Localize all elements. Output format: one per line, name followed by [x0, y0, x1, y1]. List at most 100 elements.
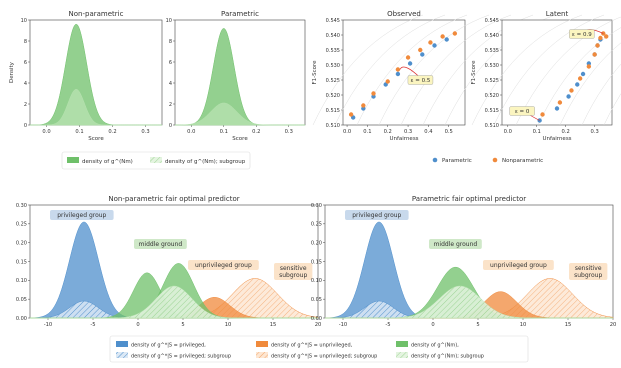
- chart-title: Parametric: [221, 10, 259, 18]
- y-tick-label: 0.10: [16, 278, 27, 284]
- chart-title: Non-parametric: [69, 10, 124, 18]
- x-tick-label: 15: [565, 322, 572, 328]
- x-tick-label: 10: [225, 322, 232, 328]
- parametric-point: [420, 52, 425, 57]
- legend-marker-nonparametric: [492, 157, 498, 163]
- group-label-middle-bg: [429, 239, 482, 249]
- x-tick-label: 20: [610, 322, 617, 328]
- group-label-middle-bg: [134, 239, 187, 249]
- chart-title: Latent: [546, 10, 569, 18]
- nonparametric-point: [604, 34, 609, 39]
- x-tick-label: 0: [136, 322, 139, 328]
- contour-line: [334, 14, 446, 126]
- x-axis-label: Score: [232, 136, 248, 142]
- y-tick-label: 0.30: [311, 203, 322, 209]
- nonparametric-point: [592, 52, 597, 57]
- contour-line: [559, 42, 621, 126]
- legend-swatch: [396, 341, 408, 347]
- parametric-point: [575, 82, 580, 87]
- x-tick-label: 5: [476, 322, 479, 328]
- y-tick-label: 0.05: [16, 297, 27, 303]
- density-area-1: [30, 89, 162, 126]
- legend-swatch: [116, 352, 128, 358]
- group-label-unprivileged-bg: [483, 260, 554, 270]
- group-label-privileged-bg: [345, 210, 409, 220]
- y-tick-label: 0.535: [326, 48, 340, 54]
- y-tick-label: 0.545: [485, 18, 499, 24]
- y-tick-label: 0.515: [326, 108, 340, 114]
- parametric-point: [580, 71, 586, 77]
- nonparametric-point: [440, 34, 445, 39]
- y-tick-label: 4: [169, 81, 172, 87]
- parametric-point: [444, 37, 449, 42]
- legend-swatch-density: [67, 157, 79, 163]
- y-tick-label: 0.520: [326, 93, 340, 99]
- nonparametric-point: [418, 47, 423, 53]
- legend-label-nonparametric: Nonparametric: [502, 158, 543, 164]
- group-label-privileged: privileged group: [57, 212, 106, 219]
- nonparametric-point: [385, 79, 390, 84]
- y-tick-label: 0.535: [485, 48, 499, 54]
- y-tick-label: 10: [166, 18, 172, 24]
- legend-label-density-subgroup: density of g^(Nm); subgroup: [165, 159, 246, 165]
- x-tick-label: 0.3: [285, 129, 293, 135]
- x-tick-label: 0.2: [252, 129, 260, 135]
- chart-title: Non-parametric fair optimal predictor: [108, 195, 239, 203]
- y-tick-label: 0.15: [311, 259, 322, 265]
- parametric-point: [407, 61, 413, 66]
- y-tick-label: 0.520: [485, 93, 499, 99]
- y-tick-label: 0.530: [485, 63, 499, 69]
- legend-swatch: [256, 352, 268, 358]
- chart-title: Parametric fair optimal predictor: [412, 195, 526, 203]
- contour-line: [515, 16, 621, 126]
- x-tick-label: 0.3: [141, 129, 149, 135]
- density-area-6: [30, 285, 318, 319]
- x-tick-label: 0.0: [42, 129, 50, 135]
- x-tick-label: 0.0: [187, 129, 195, 135]
- y-tick-label: 2: [24, 102, 27, 108]
- y-tick-label: 0.540: [326, 33, 340, 39]
- parametric-point: [554, 106, 560, 111]
- y-axis-label: F1-Score: [471, 60, 477, 85]
- y-tick-label: 0.15: [16, 259, 27, 265]
- nonparametric-point: [586, 64, 592, 69]
- x-tick-label: -10: [44, 322, 52, 328]
- parametric-point: [566, 94, 571, 99]
- x-tick-label: 0.4: [424, 129, 433, 135]
- legend-label: density of g^*|S = privileged; subgroup: [131, 354, 231, 360]
- contour-line: [378, 14, 490, 126]
- latent-tradeoff-chart: Latent 0.0 0.1 0.2 0.3 0.510 0.515 0.520 0.525 0.…: [471, 10, 621, 142]
- x-axis-label: Unfairness: [542, 136, 571, 142]
- legend-label: density of g^(Nm),: [411, 343, 459, 349]
- x-tick-label: 0.3: [591, 129, 599, 135]
- y-tick-label: 0.540: [485, 33, 499, 39]
- y-tick-label: 0.00: [311, 316, 322, 322]
- density-area-5: [325, 285, 613, 319]
- nonparametric-point: [569, 88, 574, 93]
- group-label-privileged: privileged group: [352, 212, 401, 219]
- y-tick-label: 0.510: [485, 123, 499, 129]
- density-area-1: [174, 102, 305, 126]
- x-tick-label: 20: [315, 322, 322, 328]
- x-tick-label: -5: [90, 322, 95, 328]
- group-label-sensitive-bg: [274, 263, 313, 280]
- nonparametric-point: [361, 103, 366, 108]
- x-tick-label: 0.1: [220, 129, 228, 135]
- fair-predictor-legend: density of g^*|S = privileged, density of…: [109, 335, 529, 363]
- annotation-box: [407, 75, 434, 85]
- y-tick-label: 6: [24, 60, 27, 66]
- nonparametric-point: [577, 76, 583, 81]
- legend-label-parametric: Parametric: [442, 158, 472, 164]
- nonparametric-point: [598, 35, 603, 41]
- group-label-sensitive: sensitive: [575, 265, 602, 272]
- x-axis-label: Score: [88, 136, 104, 142]
- annotation-text: ε = 0.5: [411, 78, 431, 84]
- y-tick-label: 0.00: [16, 316, 27, 322]
- nonparametric-point: [452, 31, 458, 36]
- annotation-box: [509, 106, 535, 116]
- group-label-middle: middle ground: [139, 241, 183, 248]
- x-tick-label: 15: [270, 322, 277, 328]
- x-tick-label: 0.0: [343, 129, 351, 135]
- legend-label: density of g^*|S = unprivileged; subgrou…: [271, 354, 377, 360]
- legend-swatch: [256, 341, 268, 347]
